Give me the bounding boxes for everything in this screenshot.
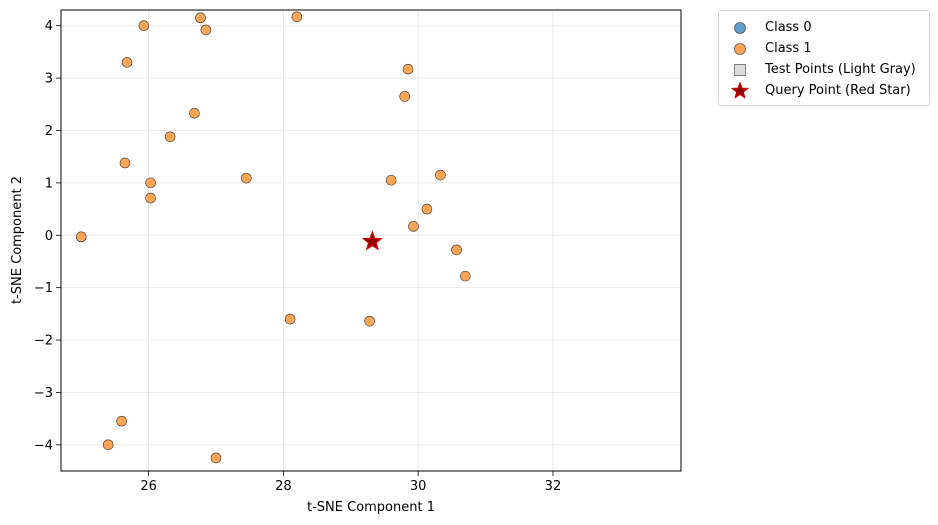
data-point [119,157,131,169]
data-point [200,24,212,36]
legend-item-test-points: Test Points (Light Gray) [729,59,929,80]
circle-marker-icon [729,41,751,57]
y-tick-label: 2 [45,124,53,139]
x-tick-label: 30 [410,479,427,494]
data-point [102,439,114,451]
data-point [451,244,462,256]
x-tick-label: 32 [545,479,562,494]
data-point [210,452,222,464]
circle-marker-icon [729,20,751,36]
data-point [460,270,471,282]
data-point [408,221,419,232]
y-tick-label: −3 [34,386,53,401]
x-tick-label: 26 [140,479,157,494]
y-tick-label: 1 [45,176,53,191]
x-tick-label: 28 [275,479,292,494]
data-point [145,177,156,189]
plot-frame [60,9,682,472]
legend-item-query-point: Query Point (Red Star) [729,80,929,101]
data-points [75,11,471,464]
legend-label: Class 1 [765,41,812,56]
data-point [195,12,206,24]
data-point [284,313,296,325]
y-tick-label: −1 [34,281,53,296]
square-marker-icon [729,62,751,78]
y-tick-label: 0 [45,229,53,244]
x-axis-ticks: 26 28 30 32 [140,471,561,494]
y-axis-label: t-SNE Component 2 [10,176,25,304]
legend-item-class-1: Class 1 [729,38,929,59]
data-point [364,315,375,327]
data-point [189,107,200,119]
data-point [385,174,397,186]
data-point [402,63,414,75]
star-marker-icon [729,81,751,99]
y-axis-ticks: −4 −3 −2 −1 0 1 2 3 4 [34,19,61,453]
data-point [164,131,176,143]
data-point [121,57,133,68]
data-point [241,172,252,184]
data-point [116,415,127,427]
data-point [138,20,150,32]
x-axis-label: t-SNE Component 1 [307,500,435,515]
data-point [435,169,446,181]
y-tick-label: 4 [45,19,53,34]
legend-item-class-0: Class 0 [729,17,929,38]
y-tick-label: 3 [45,72,53,87]
y-tick-label: −2 [34,334,53,349]
query-point-marker [361,230,383,251]
data-point [75,231,87,243]
legend-label: Query Point (Red Star) [765,83,911,98]
legend-label: Test Points (Light Gray) [765,62,916,77]
data-point [399,91,410,102]
y-tick-label: −4 [34,438,53,453]
data-point [421,203,433,215]
data-point [145,192,156,204]
legend-label: Class 0 [765,20,812,35]
legend: Class 0 Class 1 Test Points (Light Gray)… [718,10,930,106]
grid-lines [61,10,681,471]
data-point [291,11,303,23]
